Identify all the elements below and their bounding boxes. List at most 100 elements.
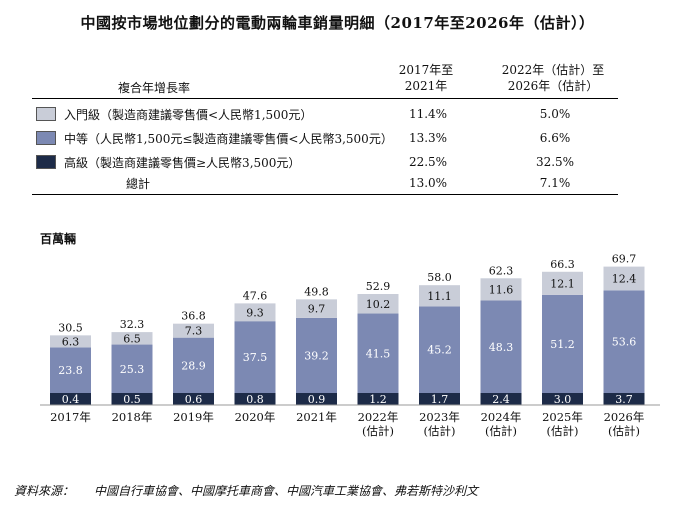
table-header-rule	[32, 98, 618, 99]
x-tick-label-9-1: (估計)	[608, 424, 640, 438]
cagr-total-2: 7.1%	[539, 176, 571, 190]
legend-swatch-mid	[36, 131, 56, 145]
bar-segment-高級-7	[480, 393, 522, 405]
bar-segment-高級-6	[419, 393, 460, 405]
cagr-high-2: 32.5%	[535, 155, 575, 169]
bar-segment-高級-5	[357, 393, 399, 405]
x-tick-label-3-0: 2020年	[235, 410, 276, 424]
bar-value-label-中等-4: 39.2	[304, 349, 329, 362]
bar-total-label-4: 49.8	[304, 285, 329, 298]
bar-value-label-中等-8: 51.2	[550, 338, 575, 351]
bar-value-label-中等-1: 25.3	[120, 363, 145, 376]
x-tick-label-6-1: (估計)	[424, 424, 456, 438]
bar-value-label-中等-2: 28.9	[181, 359, 206, 372]
bar-value-label-中等-3: 37.5	[243, 351, 268, 364]
bar-value-label-入門級-3: 9.3	[246, 306, 264, 319]
x-tick-label-5-0: 2022年	[358, 410, 399, 424]
cagr-mid-2: 6.6%	[539, 131, 571, 145]
bar-value-label-入門級-9: 12.4	[612, 272, 637, 285]
bar-segment-入門級-4	[296, 299, 337, 318]
source-label: 資料來源：	[14, 484, 75, 498]
bar-segment-中等-6	[419, 306, 460, 393]
bar-segment-入門級-0	[50, 335, 91, 348]
table-bottom-rule	[32, 194, 618, 195]
cagr-total-1: 13.0%	[408, 176, 448, 190]
x-tick-label-1-0: 2018年	[112, 410, 153, 424]
legend-label-high: 高級（製造商建議零售價≥人民幣3,500元）	[64, 155, 301, 170]
bar-value-label-高級-8: 3.0	[554, 393, 572, 406]
x-tick-label-0-0: 2017年	[50, 410, 91, 424]
legend-row-mid: 中等（人民幣1,500元≤製造商建議零售價<人民幣3,500元）	[36, 128, 393, 148]
cagr-col1-header-line2: 2021年	[404, 79, 448, 93]
source-note: 資料來源： 中國自行車協會、中國摩托車商會、中國汽車工業協會、弗若斯特沙利文	[14, 482, 478, 499]
legend-swatch-high	[36, 155, 56, 169]
legend-row-high: 高級（製造商建議零售價≥人民幣3,500元）	[36, 152, 300, 172]
bar-segment-入門級-9	[603, 266, 645, 291]
bar-segment-入門級-7	[480, 278, 522, 301]
cagr-col1-header: 2017年至 2021年	[378, 62, 474, 94]
legend-label-entry: 入門級（製造商建議零售價<人民幣1,500元）	[64, 107, 313, 122]
bar-value-label-高級-0: 0.4	[62, 393, 80, 406]
bar-value-label-中等-9: 53.6	[612, 336, 637, 349]
stacked-bar-chart: 0.4 23.8 6.330.5 2017年 0.5 25.3 6.532.3 2018年 0.…	[40, 253, 660, 438]
bar-segment-中等-3	[234, 321, 276, 393]
bar-segment-中等-1	[111, 344, 153, 393]
x-tick-label-8-0: 2025年	[542, 410, 583, 424]
bar-value-label-入門級-1: 6.5	[123, 332, 141, 345]
bar-segment-入門級-5	[357, 293, 399, 314]
bar-segment-高級-9	[603, 393, 645, 405]
cagr-col2-header-line1: 2022年（估計）至	[501, 63, 605, 77]
bar-segment-中等-5	[357, 313, 399, 393]
bar-total-label-7: 62.3	[489, 264, 514, 277]
cagr-col2-header: 2022年（估計）至 2026年（估計）	[490, 62, 616, 94]
bar-total-label-5: 52.9	[366, 280, 391, 293]
bar-total-label-6: 58.0	[427, 271, 452, 284]
bar-value-label-入門級-5: 10.2	[366, 298, 391, 311]
x-tick-label-2-0: 2019年	[173, 410, 214, 424]
bar-segment-中等-4	[296, 317, 337, 393]
bar-total-label-3: 47.6	[243, 289, 268, 302]
bar-segment-高級-4	[296, 393, 337, 405]
bar-segment-中等-9	[603, 290, 645, 393]
x-tick-label-5-1: (估計)	[362, 424, 394, 438]
bar-value-label-入門級-2: 7.3	[185, 325, 203, 338]
legend-swatch-entry	[36, 107, 56, 121]
x-tick-label-7-0: 2024年	[481, 410, 522, 424]
bar-value-label-入門級-6: 11.1	[427, 290, 452, 303]
bar-value-label-入門級-0: 6.3	[62, 335, 80, 348]
x-tick-label-8-1: (估計)	[547, 424, 579, 438]
bar-total-label-0: 30.5	[58, 321, 83, 334]
bar-total-label-2: 36.8	[181, 310, 206, 323]
bar-value-label-入門級-7: 11.6	[489, 283, 514, 296]
bar-value-label-中等-6: 45.2	[427, 344, 452, 357]
cagr-col2-header-line2: 2026年（估計）	[507, 79, 599, 93]
bar-total-label-8: 66.3	[550, 258, 575, 271]
bar-segment-中等-7	[480, 300, 522, 393]
cagr-entry-2: 5.0%	[539, 107, 571, 121]
bar-value-label-高級-5: 1.2	[369, 393, 387, 406]
bar-value-label-高級-4: 0.9	[308, 393, 326, 406]
x-tick-label-9-0: 2026年	[604, 410, 645, 424]
bar-value-label-入門級-4: 9.7	[308, 303, 326, 316]
bar-value-label-高級-6: 1.7	[431, 393, 449, 406]
bar-segment-入門級-3	[234, 303, 276, 322]
bar-value-label-入門級-8: 12.1	[550, 277, 575, 290]
bar-value-label-高級-9: 3.7	[615, 393, 633, 406]
cagr-mid-1: 13.3%	[408, 131, 448, 145]
cagr-header-label: 複合年增長率	[118, 81, 191, 95]
bar-segment-入門級-6	[419, 285, 460, 307]
legend-row-entry: 入門級（製造商建議零售價<人民幣1,500元）	[36, 104, 312, 124]
x-tick-label-7-1: (估計)	[485, 424, 517, 438]
cagr-high-1: 22.5%	[408, 155, 448, 169]
unit-label: 百萬輛	[40, 232, 77, 246]
bar-segment-中等-2	[173, 337, 214, 393]
bar-value-label-高級-7: 2.4	[492, 393, 510, 406]
bar-value-label-中等-0: 23.8	[58, 364, 83, 377]
x-tick-label-6-0: 2023年	[419, 410, 460, 424]
bar-segment-高級-8	[542, 393, 583, 405]
bar-segment-入門級-1	[111, 332, 153, 345]
bar-segment-高級-0	[50, 393, 91, 405]
bar-value-label-高級-3: 0.8	[246, 393, 264, 406]
source-text: 中國自行車協會、中國摩托車商會、中國汽車工業協會、弗若斯特沙利文	[94, 484, 479, 498]
x-tick-label-4-0: 2021年	[296, 410, 337, 424]
